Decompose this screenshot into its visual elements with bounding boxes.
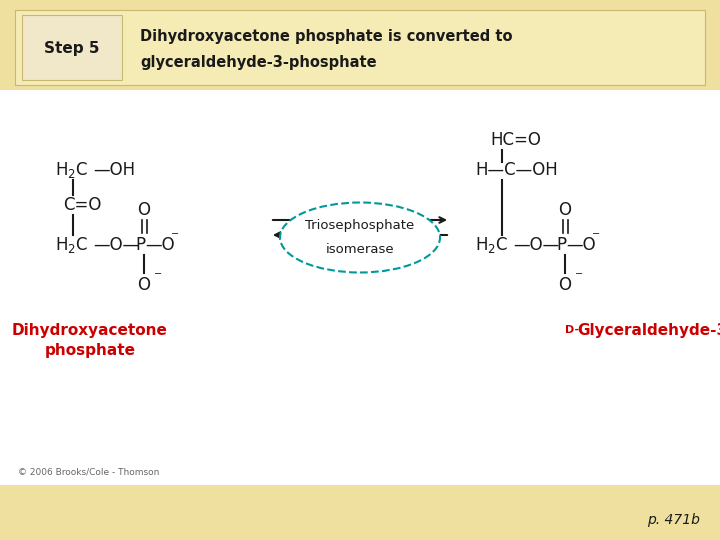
Text: H$_2$C: H$_2$C — [475, 235, 508, 255]
Text: D-: D- — [565, 325, 579, 335]
Bar — [15, 10, 705, 85]
Text: C=O: C=O — [63, 196, 102, 214]
Text: $^{-}$: $^{-}$ — [170, 230, 179, 244]
Text: Step 5: Step 5 — [44, 40, 100, 56]
Text: © 2006 Brooks/Cole - Thomson: © 2006 Brooks/Cole - Thomson — [18, 468, 159, 476]
Text: phosphate: phosphate — [45, 342, 135, 357]
Text: —OH: —OH — [93, 161, 135, 179]
Text: $^{-}$: $^{-}$ — [153, 270, 162, 284]
Text: O: O — [558, 276, 571, 294]
Text: —O: —O — [566, 236, 595, 254]
Text: P: P — [135, 236, 145, 254]
Text: H—C—OH: H—C—OH — [475, 161, 558, 179]
Text: O: O — [137, 201, 150, 219]
Text: $^{-}$: $^{-}$ — [574, 270, 583, 284]
Text: Dihydroxyacetone phosphate is converted to: Dihydroxyacetone phosphate is converted … — [140, 29, 513, 44]
Text: glyceraldehyde-3-phosphate: glyceraldehyde-3-phosphate — [140, 55, 377, 70]
Text: Glyceraldehyde-3-phosphate: Glyceraldehyde-3-phosphate — [577, 322, 720, 338]
Bar — [0, 0, 720, 90]
Text: —O—: —O— — [513, 236, 559, 254]
Bar — [0, 90, 720, 485]
Text: isomerase: isomerase — [325, 243, 395, 256]
Text: H$_2$C: H$_2$C — [55, 235, 89, 255]
Text: O: O — [558, 201, 571, 219]
Text: —O: —O — [145, 236, 175, 254]
Text: Triosephosphate: Triosephosphate — [305, 219, 415, 232]
Text: O: O — [137, 276, 150, 294]
Bar — [22, 15, 122, 80]
Text: HC=O: HC=O — [490, 131, 541, 149]
Text: P: P — [556, 236, 566, 254]
Text: —O—: —O— — [93, 236, 139, 254]
Text: $^{-}$: $^{-}$ — [591, 230, 600, 244]
Ellipse shape — [280, 202, 440, 273]
Text: H$_2$C: H$_2$C — [55, 160, 89, 180]
Text: p. 471b: p. 471b — [647, 513, 700, 527]
Bar — [0, 485, 720, 540]
Text: Dihydroxyacetone: Dihydroxyacetone — [12, 322, 168, 338]
